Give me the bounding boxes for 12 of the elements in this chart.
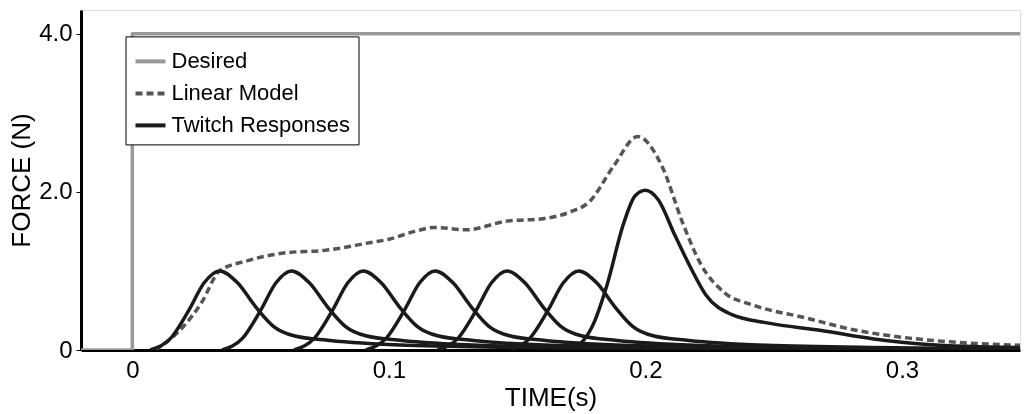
legend-label: Linear Model [171,80,299,106]
y-tick-label: 0 [59,335,73,363]
x-tick-label: 0.3 [885,355,920,383]
x-tick-label: 0 [126,355,140,383]
y-tick-label: 4.0 [39,19,73,47]
y-axis-title: FORCE (N) [6,113,37,248]
legend-label: Twitch Responses [171,112,351,138]
x-axis-title: TIME(s) [504,381,598,412]
x-tick-label: 0.2 [629,355,663,383]
y-tick-label: 2.0 [39,177,73,205]
x-tick-label: 0.1 [372,355,407,383]
legend-label: Desired [171,48,248,74]
